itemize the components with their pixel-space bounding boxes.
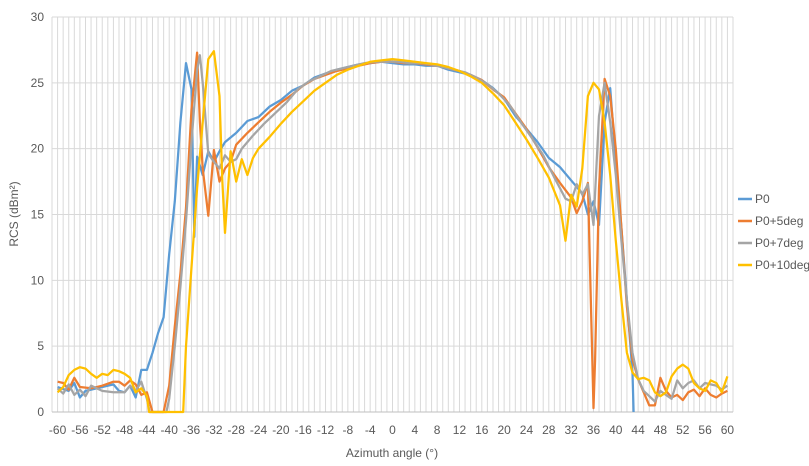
y-tick-label: 15 bbox=[31, 208, 45, 222]
x-tick-label: -20 bbox=[272, 423, 290, 437]
x-tick-label: 60 bbox=[721, 423, 735, 437]
x-tick-label: 48 bbox=[654, 423, 668, 437]
x-tick-label: -32 bbox=[205, 423, 223, 437]
x-tick-label: -28 bbox=[228, 423, 246, 437]
x-tick-label: -48 bbox=[116, 423, 134, 437]
x-tick-label: 8 bbox=[434, 423, 441, 437]
x-tick-label: 52 bbox=[676, 423, 690, 437]
x-tick-label: 32 bbox=[564, 423, 578, 437]
y-tick-label: 5 bbox=[37, 339, 44, 353]
x-tick-label: 40 bbox=[609, 423, 623, 437]
x-tick-label: 16 bbox=[475, 423, 489, 437]
legend: P0 P0+5deg P0+7deg P0+10deg bbox=[738, 192, 809, 272]
x-tick-label: -4 bbox=[365, 423, 376, 437]
x-tick-label: 4 bbox=[411, 423, 418, 437]
legend-label: P0 bbox=[755, 192, 770, 206]
series-group bbox=[56, 50, 729, 414]
series-line-p0-10deg bbox=[56, 50, 729, 414]
x-tick-label: 24 bbox=[520, 423, 534, 437]
x-tick-label: -40 bbox=[161, 423, 179, 437]
x-tick-label: -56 bbox=[71, 423, 89, 437]
x-tick-label: -52 bbox=[94, 423, 112, 437]
y-tick-label: 25 bbox=[31, 76, 45, 90]
y-tick-label: 0 bbox=[37, 405, 44, 419]
x-tick-label: -16 bbox=[295, 423, 313, 437]
x-tick-label: -60 bbox=[49, 423, 67, 437]
x-tick-label: 12 bbox=[453, 423, 467, 437]
x-tick-label: 56 bbox=[698, 423, 712, 437]
x-tick-label: 0 bbox=[389, 423, 396, 437]
legend-label: P0+5deg bbox=[755, 214, 803, 228]
x-tick-label: 20 bbox=[497, 423, 511, 437]
x-tick-label: -12 bbox=[317, 423, 335, 437]
x-tick-label: -44 bbox=[138, 423, 156, 437]
x-tick-label: -8 bbox=[343, 423, 354, 437]
x-tick-label: -24 bbox=[250, 423, 268, 437]
x-tick-label: 28 bbox=[542, 423, 556, 437]
x-tick-label: 36 bbox=[587, 423, 601, 437]
x-tick-label: 44 bbox=[631, 423, 645, 437]
y-axis-title: RCS (dBm²) bbox=[7, 181, 21, 246]
legend-label: P0+10deg bbox=[755, 258, 809, 272]
y-tick-label: 20 bbox=[31, 142, 45, 156]
y-tick-label: 10 bbox=[31, 273, 45, 287]
x-tick-label: -36 bbox=[183, 423, 201, 437]
y-tick-label: 30 bbox=[31, 10, 45, 24]
legend-label: P0+7deg bbox=[755, 236, 803, 250]
x-axis-title: Azimuth angle (°) bbox=[346, 446, 438, 460]
